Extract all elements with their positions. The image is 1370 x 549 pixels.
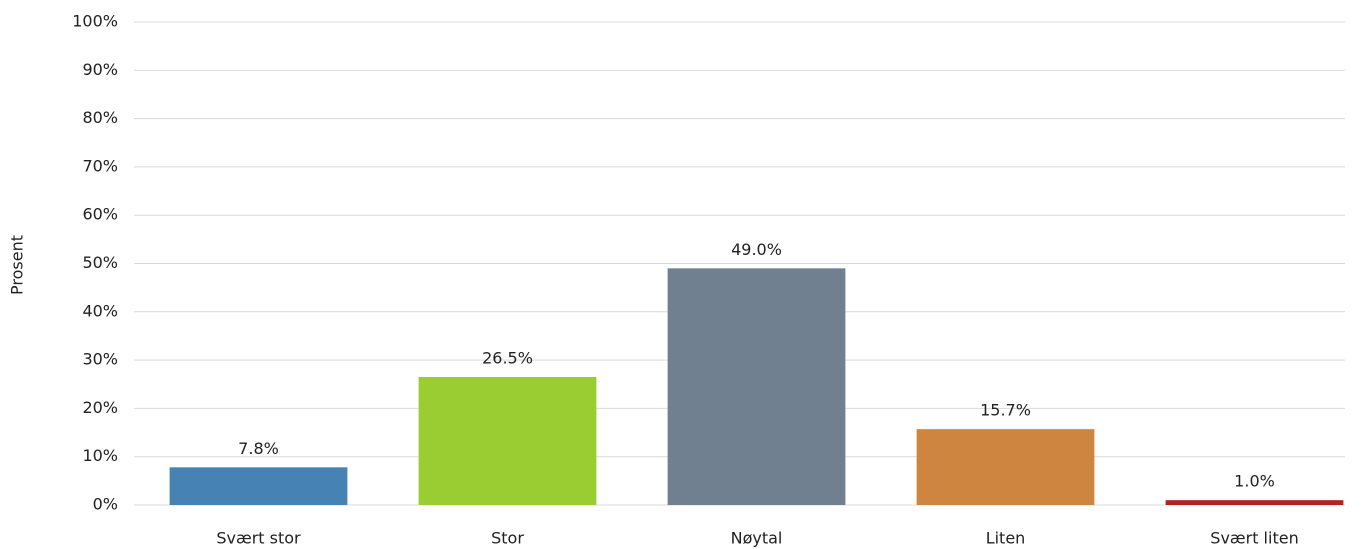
data-label: 49.0% [731,240,782,259]
y-tick-label: 60% [82,205,118,224]
bar [169,467,348,505]
data-label: 1.0% [1234,472,1275,491]
x-tick-label: Svært liten [1210,529,1298,548]
y-tick-label: 30% [82,350,118,369]
data-label: 26.5% [482,349,533,368]
y-tick-label: 50% [82,253,118,272]
y-axis-label: Prosent [8,235,27,295]
x-tick-label: Svært stor [216,529,301,548]
x-tick-label: Nøytal [731,529,783,548]
bar [1165,500,1344,505]
x-tick-label: Stor [491,529,524,548]
y-tick-label: 90% [82,60,118,79]
y-tick-label: 20% [82,398,118,417]
bar [916,429,1095,505]
data-label: 15.7% [980,401,1031,420]
bar [418,377,597,505]
y-tick-label: 0% [93,495,118,514]
y-tick-label: 40% [82,301,118,320]
data-label: 7.8% [238,439,279,458]
bar [667,268,846,505]
y-tick-label: 80% [82,108,118,127]
y-tick-label: 10% [82,446,118,465]
x-tick-label: Liten [986,529,1026,548]
y-tick-label: 100% [72,12,118,31]
y-tick-label: 70% [82,156,118,175]
